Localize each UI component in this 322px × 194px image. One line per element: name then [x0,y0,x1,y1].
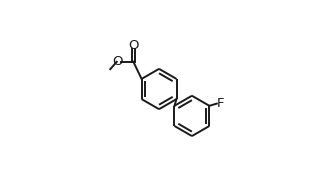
Text: O: O [128,39,138,52]
Text: F: F [216,97,224,110]
Text: O: O [113,55,123,68]
